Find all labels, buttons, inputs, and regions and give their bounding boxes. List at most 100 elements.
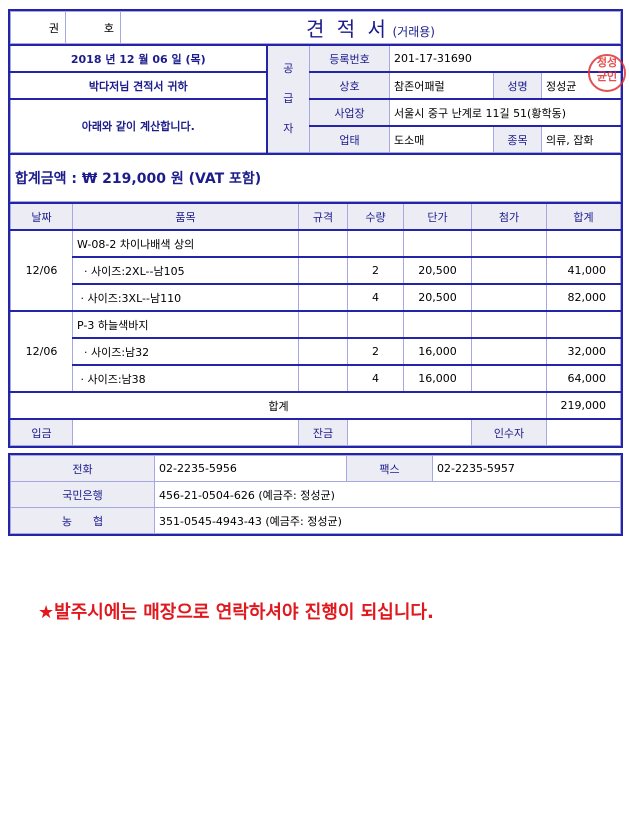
name-label: 성명 [493, 71, 542, 100]
item-label: 종목 [493, 125, 542, 153]
contact-box: 전화 02-2235-5956 팩스 02-2235-5957 국민은행 456-21-… [8, 453, 623, 536]
column-header: 규격 [298, 202, 348, 231]
cell-name: · 사이즈:2XL--남105 [72, 256, 299, 285]
cell-name: · 사이즈:3XL--남110 [72, 283, 299, 312]
column-header: 단가 [403, 202, 472, 231]
total-row: 합계 219,000 [10, 391, 621, 420]
cell-spec [298, 310, 348, 339]
cell-spec [298, 229, 348, 258]
bank2-label: 농 협 [10, 507, 155, 534]
number-label: 호 [65, 11, 121, 44]
bank1-value: 456-21-0504-626 (예금주: 정성균) [154, 481, 621, 508]
date: 2018 년 12 월 06 일 (목) [10, 44, 268, 73]
cell-qty: 2 [347, 256, 404, 285]
reg-label: 등록번호 [309, 44, 390, 73]
seal-stamp: 정성 균인 [588, 54, 626, 92]
cell-qty: 2 [347, 337, 404, 366]
type-value: 도소매 [389, 125, 494, 153]
payment-row: 입금 잔금 인수자 [10, 418, 621, 446]
cell-name: W-08-2 차이나배색 상의 [72, 229, 299, 258]
column-header: 품목 [72, 202, 299, 231]
cell-name: P-3 하늘색바지 [72, 310, 299, 339]
title: 견 적 서 [306, 17, 389, 41]
reg-value: 201-17-31690 [389, 44, 621, 73]
doc-title: 견 적 서 (거래용) [120, 11, 621, 44]
deposit-label: 입금 [10, 418, 73, 446]
message: 아래와 같이 계산합니다. [10, 98, 268, 153]
bank2-value: 351-0545-4943-43 (예금주: 정성균) [154, 507, 621, 534]
book-label: 권 [10, 11, 66, 44]
total-amount: 합계금액 : ₩ 219,000 원 (VAT 포함) [10, 153, 621, 202]
column-header: 날짜 [10, 202, 73, 231]
subtitle: (거래용) [392, 25, 435, 39]
cell-sum [546, 310, 621, 339]
table-row: · 사이즈:2XL--남105 2 20,500 41,000 [11, 256, 621, 285]
cell-add [471, 229, 547, 258]
table-row: · 사이즈:3XL--남110 4 20,500 82,000 [11, 283, 621, 312]
items-table: 날짜 품목 규격 수량 단가 첨가 합계 12/06 W-08-2 차이나배색 상의 · 사이… [10, 202, 621, 446]
cell-sum: 41,000 [546, 256, 621, 285]
cell-qty: 4 [347, 364, 404, 393]
cell-qty: 4 [347, 283, 404, 312]
cell-name: · 사이즈:남38 [72, 364, 299, 393]
cell-price: 20,500 [403, 256, 472, 285]
company-value: 참존어패럴 [389, 71, 494, 100]
contact-table: 전화 02-2235-5956 팩스 02-2235-5957 국민은행 456-21-… [10, 455, 621, 534]
type-label: 업태 [309, 125, 390, 153]
cell-price: 16,000 [403, 364, 472, 393]
cell-price: 16,000 [403, 337, 472, 366]
cell-qty [347, 310, 404, 339]
order-notice: ★발주시에는 매장으로 연락하셔야 진행이 되십니다. [38, 602, 434, 623]
balance-field [347, 418, 472, 446]
cell-spec [298, 256, 348, 285]
cell-price: 20,500 [403, 283, 472, 312]
estimate-form: 권 호 견 적 서 (거래용) 2018 년 12 월 06 일 (목) 공 급… [8, 9, 623, 448]
address-label: 사업장 [309, 98, 390, 127]
table-row: · 사이즈:남32 2 16,000 32,000 [11, 337, 621, 366]
fax-value: 02-2235-5957 [432, 455, 621, 482]
supplier-label: 공 급 자 [266, 44, 310, 153]
receiver-label: 인수자 [471, 418, 547, 446]
total-amount-table: 합계금액 : ₩ 219,000 원 (VAT 포함) [10, 153, 621, 202]
fax-label: 팩스 [346, 455, 433, 482]
table-row: · 사이즈:남38 4 16,000 64,000 [11, 364, 621, 393]
company-label: 상호 [309, 71, 390, 100]
balance-label: 잔금 [298, 418, 348, 446]
item-value: 의류, 잡화 [541, 125, 621, 153]
deposit-field [72, 418, 299, 446]
cell-sum [546, 229, 621, 258]
header-table: 권 호 견 적 서 (거래용) [10, 11, 621, 44]
cell-spec [298, 337, 348, 366]
receiver-field [546, 418, 621, 446]
cell-add [471, 310, 547, 339]
cell-add [471, 337, 547, 366]
cell-price [403, 310, 472, 339]
recipient: 박다저님 견적서 귀하 [10, 71, 268, 100]
address-value: 서울시 중구 난계로 11길 51(황학동) [389, 98, 621, 127]
items-header-row: 날짜 품목 규격 수량 단가 첨가 합계 [10, 202, 621, 231]
column-header: 수량 [347, 202, 404, 231]
cell-spec [298, 283, 348, 312]
row-date: 12/06 [10, 310, 73, 393]
cell-price [403, 229, 472, 258]
supplier-table: 2018 년 12 월 06 일 (목) 공 급 자 등록번호 201-17-3… [10, 44, 621, 153]
cell-add [471, 364, 547, 393]
phone-label: 전화 [10, 455, 155, 482]
cell-name: · 사이즈:남32 [72, 337, 299, 366]
cell-sum: 32,000 [546, 337, 621, 366]
total-value: 219,000 [546, 391, 621, 420]
table-row: 12/06 P-3 하늘색바지 [10, 310, 621, 393]
column-header: 첨가 [471, 202, 547, 231]
cell-sum: 64,000 [546, 364, 621, 393]
cell-add [471, 256, 547, 285]
column-header: 합계 [546, 202, 621, 231]
table-row: 12/06 W-08-2 차이나배색 상의 [10, 229, 621, 312]
bank1-label: 국민은행 [10, 481, 155, 508]
cell-sum: 82,000 [546, 283, 621, 312]
cell-spec [298, 364, 348, 393]
cell-add [471, 283, 547, 312]
phone-value: 02-2235-5956 [154, 455, 347, 482]
cell-qty [347, 229, 404, 258]
row-date: 12/06 [10, 229, 73, 312]
total-label: 합계 [10, 391, 547, 420]
